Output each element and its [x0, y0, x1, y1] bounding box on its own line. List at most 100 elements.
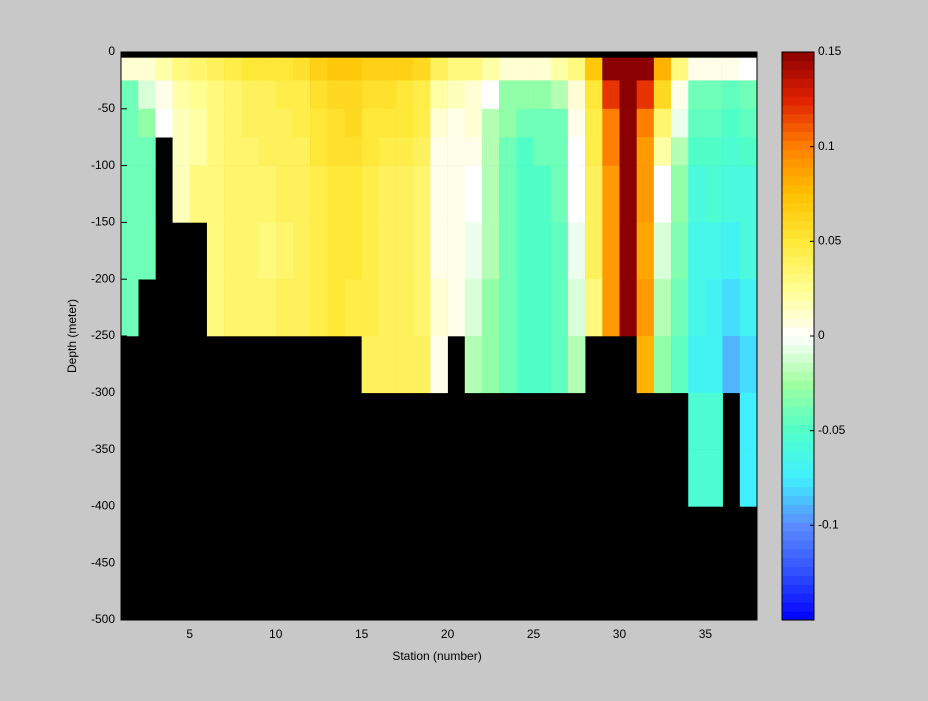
heatmap-cell	[464, 108, 483, 138]
heatmap-cell	[550, 165, 569, 223]
heatmap-cell	[447, 222, 466, 280]
colorbar-step	[782, 149, 814, 159]
heatmap-cell	[567, 165, 586, 223]
heatmap-cell	[499, 165, 517, 223]
heatmap-cell	[722, 57, 741, 81]
heatmap-cell	[533, 222, 552, 280]
y-tick-label: 0	[108, 44, 115, 58]
colorbar-step	[782, 87, 814, 97]
heatmap-cell	[499, 57, 517, 81]
heatmap-cell	[739, 165, 758, 223]
heatmap-cell	[481, 57, 500, 81]
colorbar-step	[782, 549, 814, 559]
heatmap-cell	[653, 137, 672, 166]
y-tick-label: -50	[98, 101, 116, 115]
heatmap-cell	[481, 279, 500, 337]
heatmap-cell	[464, 336, 483, 394]
x-tick-label: 30	[613, 627, 627, 641]
heatmap-cell	[499, 336, 517, 394]
heatmap-cell	[705, 108, 723, 138]
heatmap-cell	[722, 279, 741, 337]
heatmap-cell	[275, 57, 294, 81]
heatmap-cell	[327, 222, 345, 280]
heatmap-cell	[671, 80, 689, 110]
colorbar-step	[782, 140, 814, 150]
colorbar-step	[782, 318, 814, 328]
heatmap-cell	[241, 165, 259, 223]
heatmap-cell	[224, 165, 242, 223]
heatmap-cell	[516, 279, 534, 337]
heatmap-cell	[396, 222, 414, 280]
x-tick-label: 15	[355, 627, 369, 641]
heatmap-cell	[481, 108, 500, 138]
heatmap-cell	[671, 222, 689, 280]
heatmap-cell	[567, 108, 586, 138]
colorbar-step	[782, 486, 814, 497]
y-axis-label: Depth (meter)	[65, 299, 79, 373]
colorbar-step	[782, 566, 814, 576]
heatmap-cell	[602, 165, 620, 223]
colorbar-step	[782, 513, 814, 523]
heatmap-cell	[550, 108, 569, 138]
heatmap-cell	[567, 222, 586, 280]
heatmap-cell	[739, 336, 758, 394]
heatmap-cell	[189, 137, 208, 166]
x-tick-label: 10	[269, 627, 283, 641]
colorbar-step	[782, 611, 814, 621]
heatmap-cell	[396, 336, 414, 394]
heatmap-cell	[567, 57, 586, 81]
heatmap-cell	[533, 80, 552, 110]
heatmap-cell	[499, 137, 517, 166]
colorbar-step	[782, 96, 814, 106]
heatmap-cell	[224, 137, 242, 166]
heatmap-cell	[602, 80, 620, 110]
colorbar-step	[782, 238, 814, 248]
colorbar-tick-label: 0.05	[818, 234, 842, 248]
heatmap-cell	[481, 222, 500, 280]
heatmap-cell	[688, 279, 706, 337]
heatmap-cell	[327, 80, 345, 110]
heatmap-cell	[688, 336, 706, 394]
colorbar-tick-label: 0.1	[818, 139, 835, 153]
heatmap-cell	[327, 137, 345, 166]
heatmap-cell	[671, 137, 689, 166]
heatmap-cell	[206, 165, 225, 223]
heatmap-cell	[413, 165, 431, 223]
heatmap-cell	[378, 336, 397, 394]
heatmap-cell	[396, 57, 414, 81]
heatmap-cell	[396, 279, 414, 337]
heatmap-cell	[705, 336, 723, 394]
heatmap-cell	[292, 57, 311, 81]
heatmap-cell	[619, 222, 637, 280]
heatmap-cell	[705, 80, 723, 110]
heatmap-cell	[121, 137, 139, 166]
y-tick-label: -500	[91, 612, 115, 626]
heatmap-cell	[275, 137, 294, 166]
heatmap-cell	[550, 222, 569, 280]
heatmap-cell	[602, 279, 620, 337]
colorbar-step	[782, 131, 814, 142]
heatmap-cell	[636, 80, 655, 110]
heatmap-cell	[550, 57, 569, 81]
heatmap-cell	[138, 80, 156, 110]
heatmap-cell	[550, 336, 569, 394]
heatmap-cell	[464, 80, 483, 110]
heatmap-cell	[292, 165, 311, 223]
heatmap-cell	[705, 449, 723, 507]
heatmap-cell	[499, 80, 517, 110]
heatmap-cell	[275, 108, 294, 138]
heatmap-cell	[189, 57, 208, 81]
y-tick-label: -350	[91, 442, 115, 456]
heatmap-cell	[447, 57, 466, 81]
heatmap-cell	[224, 80, 242, 110]
heatmap-cell	[464, 222, 483, 280]
heatmap-cell	[121, 279, 139, 337]
heatmap-cell	[585, 137, 603, 166]
colorbar-step	[782, 522, 814, 532]
colorbar-step	[782, 478, 814, 488]
colorbar-step	[782, 167, 814, 177]
heatmap-cell	[138, 57, 156, 81]
colorbar-step	[782, 389, 814, 399]
heatmap-cell	[447, 80, 466, 110]
